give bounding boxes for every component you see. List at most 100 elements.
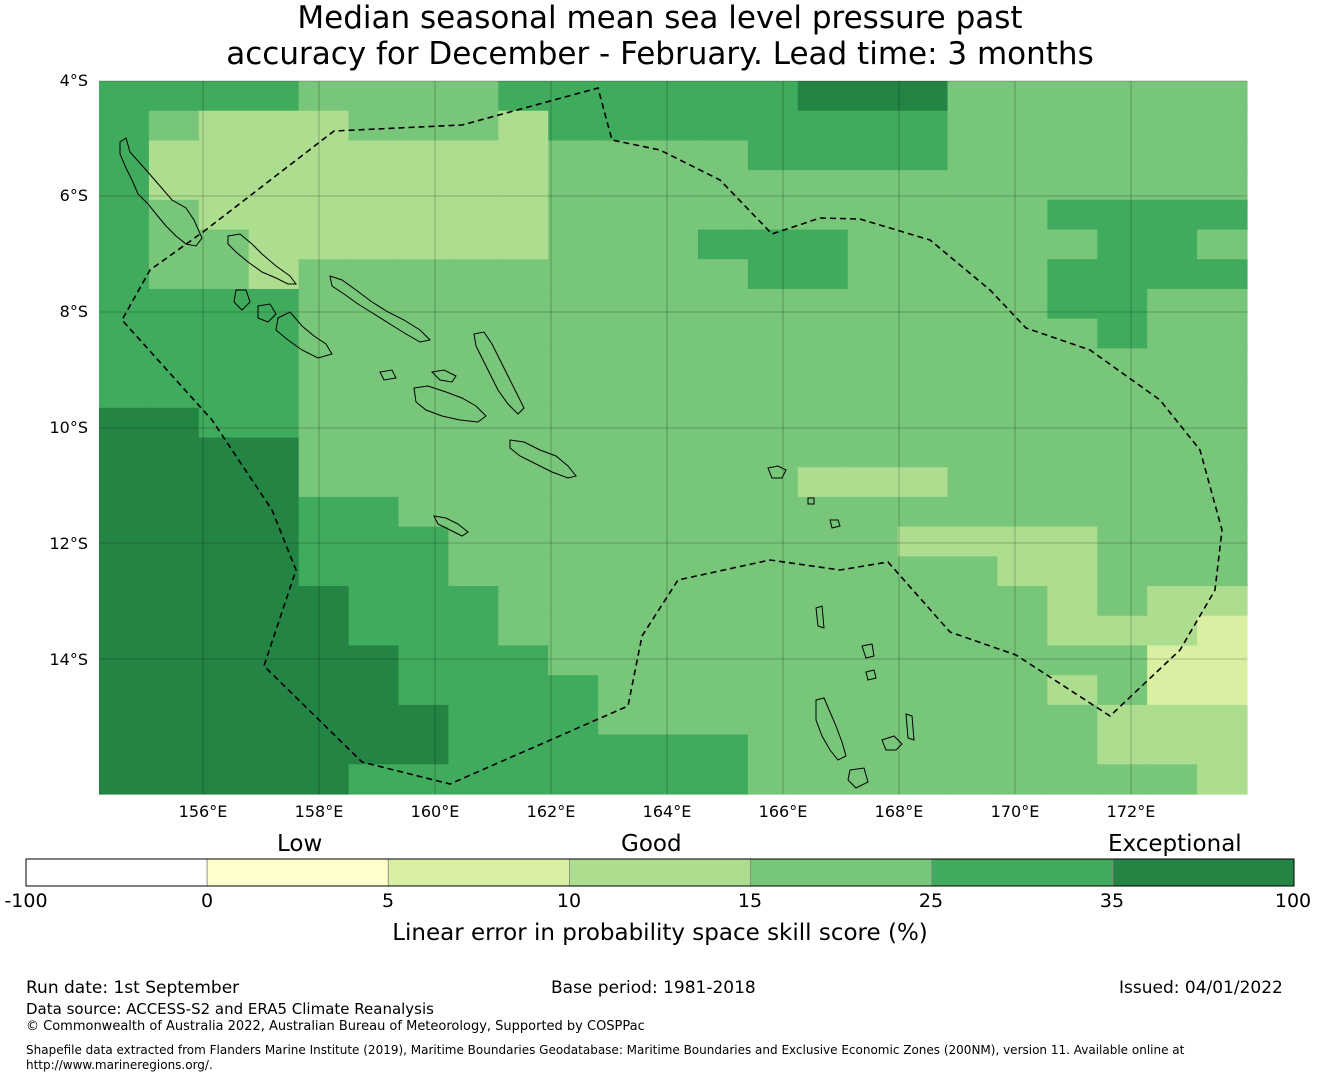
grid-cell xyxy=(947,318,999,349)
grid-cell xyxy=(148,556,200,587)
grid-cell xyxy=(498,348,549,379)
lat-tick-label: 14°S xyxy=(49,650,88,669)
grid-cell xyxy=(1197,734,1248,765)
grid-cell xyxy=(947,81,999,112)
grid-cell xyxy=(1197,496,1248,528)
grid-cell xyxy=(248,734,300,765)
grid-cell xyxy=(448,675,499,706)
grid-cell xyxy=(947,645,999,676)
grid-cell xyxy=(99,170,150,201)
grid-cell xyxy=(99,259,150,290)
grid-cell xyxy=(847,170,899,201)
coastline-bougainville xyxy=(119,137,203,247)
grid-cell xyxy=(797,170,849,201)
grid-cell xyxy=(947,378,999,409)
grid-cell xyxy=(448,288,499,320)
grid-cell xyxy=(298,764,350,795)
grid-cell xyxy=(747,378,799,409)
grid-cell xyxy=(1047,199,1098,231)
grid-cell xyxy=(1147,110,1198,142)
grid-cell xyxy=(99,645,150,676)
grid-cell xyxy=(1097,467,1148,498)
grid-cell xyxy=(697,645,749,676)
grid-cell xyxy=(797,199,849,231)
grid-cell xyxy=(847,199,899,231)
grid-cell xyxy=(697,378,749,409)
grid-cell xyxy=(1147,734,1198,765)
colorbar-tick-label: 0 xyxy=(200,890,214,912)
grid-cell xyxy=(598,140,649,171)
lat-tick-label: 6°S xyxy=(59,186,88,205)
grid-cell xyxy=(398,704,449,736)
grid-cell xyxy=(248,288,300,320)
grid-cell xyxy=(747,407,799,439)
grid-cell xyxy=(997,764,1048,795)
grid-cell xyxy=(448,526,499,557)
grid-cell xyxy=(198,407,250,439)
lon-tick-label: 168°E xyxy=(874,802,924,821)
grid-cell xyxy=(997,734,1048,765)
grid-cell xyxy=(498,586,549,617)
grid-cell xyxy=(148,467,200,498)
grid-cell xyxy=(198,170,250,201)
grid-cell xyxy=(198,734,250,765)
grid-cell xyxy=(248,704,300,736)
grid-cell xyxy=(198,259,250,290)
copyright: © Commonwealth of Australia 2022, Austra… xyxy=(26,1019,645,1034)
grid-cell xyxy=(897,81,949,112)
grid-cell xyxy=(997,467,1048,498)
grid-cell xyxy=(348,556,400,587)
grid-cell xyxy=(1097,734,1148,765)
grid-cell xyxy=(997,615,1048,647)
grid-cell xyxy=(747,467,799,498)
colorbar-segment xyxy=(931,858,1114,887)
grid-cell xyxy=(348,586,400,617)
grid-cell xyxy=(498,170,549,201)
grid-cell xyxy=(747,318,799,349)
grid-cell xyxy=(648,734,699,765)
grid-cell xyxy=(548,615,599,647)
grid-cell xyxy=(148,259,200,290)
grid-cell xyxy=(1147,467,1198,498)
grid-cell xyxy=(198,526,250,557)
grid-cell xyxy=(697,110,749,142)
grid-cell xyxy=(1147,496,1198,528)
grid-cell xyxy=(947,259,999,290)
grid-cell xyxy=(1097,81,1148,112)
grid-cell xyxy=(1047,764,1098,795)
grid-cell xyxy=(947,288,999,320)
grid-cell xyxy=(498,407,549,439)
grid-cell xyxy=(648,199,699,231)
grid-cell xyxy=(248,318,300,349)
grid-cell xyxy=(348,645,400,676)
grid-cell xyxy=(897,645,949,676)
coastline-florida-islands xyxy=(379,369,457,383)
grid-cell xyxy=(248,496,300,528)
grid-cell xyxy=(548,704,599,736)
grid-cell xyxy=(997,437,1048,468)
grid-cell xyxy=(198,467,250,498)
grid-cell xyxy=(398,467,449,498)
grid-cell xyxy=(348,229,400,260)
grid-cell xyxy=(398,140,449,171)
grid-cell xyxy=(198,140,250,171)
grid-cell xyxy=(1147,615,1198,647)
grid-cell xyxy=(1197,229,1248,260)
grid-cell xyxy=(448,615,499,647)
grid-cell xyxy=(1147,229,1198,260)
grid-cell xyxy=(298,645,350,676)
lon-tick-label: 172°E xyxy=(1106,802,1156,821)
grid-cell xyxy=(248,140,300,171)
grid-cell xyxy=(1147,81,1198,112)
grid-cell xyxy=(298,318,350,349)
grid-cell xyxy=(448,407,499,439)
grid-cell xyxy=(548,110,599,142)
grid-cell xyxy=(697,229,749,260)
grid-cell xyxy=(148,110,200,142)
grid-cell xyxy=(148,645,200,676)
grid-cell xyxy=(1047,734,1098,765)
grid-cell xyxy=(148,586,200,617)
grid-cell xyxy=(797,526,849,557)
grid-cell xyxy=(997,318,1048,349)
grid-cell xyxy=(1197,81,1248,112)
